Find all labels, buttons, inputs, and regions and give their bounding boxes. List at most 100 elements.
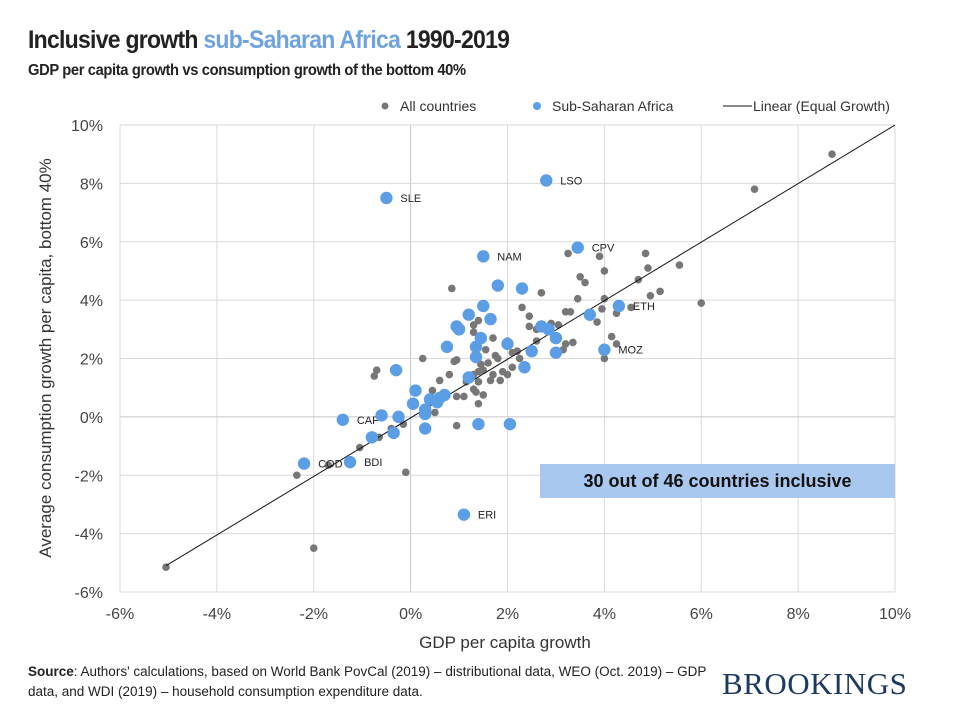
all-countries-point — [372, 366, 381, 374]
all-countries-point — [646, 291, 655, 300]
title-part1: Inclusive growth — [28, 26, 204, 54]
x-tick-label: 10% — [879, 606, 911, 623]
ssa-point — [440, 340, 454, 354]
y-tick-label: 0% — [80, 410, 103, 427]
ssa-point — [380, 191, 393, 205]
ssa-point — [549, 331, 563, 345]
y-tick-label: 6% — [80, 235, 103, 252]
legend-ssa-marker — [533, 102, 541, 110]
all-countries-point — [508, 363, 517, 372]
all-countries-point — [503, 370, 512, 379]
x-tick-label: 0% — [399, 606, 422, 623]
country-label: ETH — [633, 301, 655, 313]
country-label: LSO — [560, 175, 582, 187]
all-countries-point — [474, 399, 483, 408]
x-tick-label: 8% — [787, 606, 810, 623]
source-text: : Authors' calculations, based on World … — [28, 664, 707, 699]
country-label: NAM — [497, 251, 521, 263]
x-tick-label: -4% — [203, 606, 231, 623]
ssa-point — [365, 431, 379, 444]
all-countries-point — [445, 370, 454, 379]
source-label: Source — [28, 664, 74, 679]
x-tick-label: -2% — [300, 606, 328, 623]
x-tick-label: 6% — [690, 606, 713, 623]
country-label: ERI — [478, 510, 496, 522]
ssa-point — [387, 426, 400, 440]
legend-line-label: Linear (Equal Growth) — [753, 98, 890, 114]
ssa-point — [518, 361, 531, 374]
all-countries-point — [452, 421, 461, 430]
all-countries-point — [595, 252, 604, 261]
all-countries-point — [641, 249, 650, 258]
all-countries-point — [489, 370, 497, 379]
inclusive-callout: 30 out of 46 countries inclusive — [540, 464, 895, 498]
all-countries-point — [566, 308, 575, 316]
all-countries-point — [447, 284, 456, 293]
x-tick-label: 2% — [496, 606, 519, 623]
y-axis-label: Average consumption growth per capita, b… — [36, 158, 55, 557]
ssa-point — [501, 337, 514, 351]
country-label: BDI — [364, 457, 382, 469]
country-label: CPV — [592, 243, 615, 255]
ssa-point — [469, 340, 483, 354]
all-countries-point — [452, 356, 461, 364]
all-countries-point — [496, 376, 505, 385]
grid — [119, 124, 896, 593]
ssa-point — [484, 312, 497, 326]
y-tick-label: 10% — [71, 118, 103, 135]
ssa-point — [477, 299, 490, 313]
all-countries-point — [600, 267, 609, 275]
all-countries-point — [469, 328, 478, 337]
chart-title: Inclusive growth sub-Saharan Africa 1990… — [28, 26, 510, 55]
all-countries-point — [418, 354, 427, 363]
legend: All countries Sub-Saharan Africa Linear … — [381, 98, 890, 114]
all-countries-point — [656, 287, 664, 296]
all-countries-point — [607, 332, 616, 341]
source-note: Source: Authors' calculations, based on … — [28, 662, 708, 702]
y-tick-label: -6% — [75, 585, 103, 602]
all-countries-point — [518, 303, 526, 312]
country-label: CAF — [357, 415, 379, 427]
ssa-point — [542, 323, 555, 336]
all-countries-point — [598, 305, 606, 313]
ssa-point — [389, 363, 403, 377]
all-countries-point — [428, 386, 437, 395]
all-countries-point — [370, 372, 379, 380]
all-countries-point — [600, 294, 609, 303]
all-countries-point — [573, 294, 582, 303]
chart-subtitle: GDP per capita growth vs consumption gro… — [28, 62, 466, 79]
tick-labels: -6% -4% -2% 0% 2% 4% 6% 8% 10% 10% 8% 6% 4% 2% 0% -2% -4… — [71, 118, 911, 623]
ssa-point — [392, 410, 405, 424]
ssa-point — [583, 308, 597, 321]
data-marks: SLE LSO CPV NAM ETH MOZ CAF COD BDI ERI — [162, 124, 896, 571]
all-countries-point — [561, 340, 570, 348]
brookings-logo: BROOKINGS — [722, 666, 908, 701]
ssa-point — [612, 299, 626, 313]
title-part2: 1990-2019 — [400, 26, 510, 54]
all-countries-point — [564, 249, 572, 258]
all-countries-point — [292, 471, 301, 480]
all-countries-point — [569, 338, 577, 347]
all-countries-point — [515, 354, 524, 363]
all-countries-point — [576, 272, 584, 281]
all-countries-point — [593, 318, 601, 326]
ssa-point — [431, 396, 444, 409]
all-countries-point — [525, 312, 534, 320]
all-countries-point — [828, 150, 836, 158]
ssa-point — [418, 422, 432, 435]
ssa-point — [571, 241, 584, 254]
y-tick-label: -2% — [75, 468, 103, 485]
all-countries-point — [431, 408, 439, 417]
ssa-point — [469, 350, 483, 364]
all-countries-point — [309, 544, 318, 553]
all-countries-point — [472, 388, 480, 396]
all-countries-point — [489, 334, 497, 342]
all-countries-point — [537, 289, 546, 297]
all-countries-point — [162, 563, 170, 571]
ssa-point — [343, 455, 357, 469]
all-countries-point — [474, 316, 483, 325]
all-countries-point — [481, 345, 490, 354]
all-countries-point — [697, 299, 706, 307]
ssa-point — [375, 409, 388, 422]
